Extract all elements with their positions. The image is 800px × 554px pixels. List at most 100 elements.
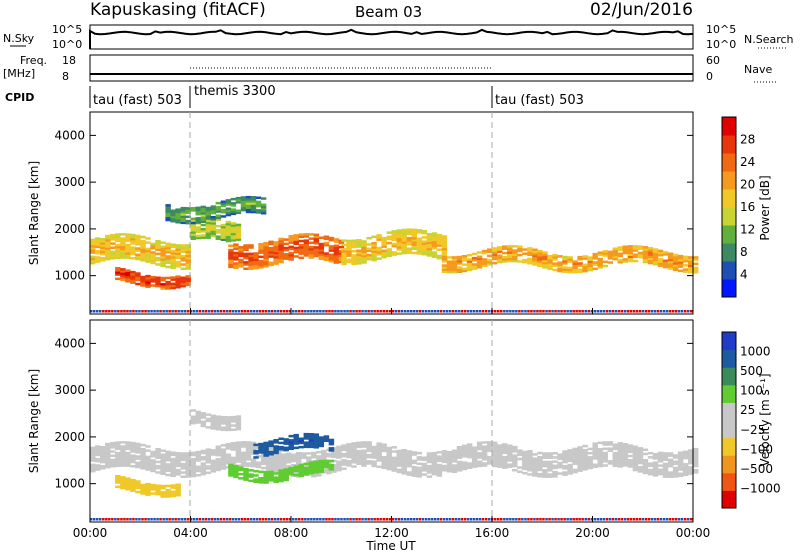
data-cell [190,460,196,463]
data-cell [220,448,227,451]
data-cell [175,263,181,266]
data-cell [140,248,146,251]
data-cell [507,459,513,462]
data-cell [527,518,530,521]
data-cell [155,484,161,487]
data-cell [617,254,624,258]
data-cell [340,518,343,521]
data-cell [293,248,299,252]
data-cell [210,420,217,424]
data-cell [253,474,259,477]
data-cell [150,450,156,454]
data-cell [318,438,325,441]
data-cell [220,204,227,208]
data-cell [125,483,131,487]
data-cell [283,310,286,313]
data-cell [416,248,423,251]
data-cell [230,442,237,445]
data-cell [115,269,121,272]
data-cell [210,228,217,231]
data-cell [557,453,563,456]
data-cell [185,275,191,278]
data-cell [207,518,211,521]
data-cell [283,246,289,250]
data-cell [135,444,141,448]
data-cell [235,415,242,418]
data-cell [572,462,578,465]
data-cell [240,451,247,455]
data-cell [283,440,289,443]
data-cell [659,310,663,313]
data-cell [288,237,294,240]
data-cell [562,255,568,259]
data-cell [125,235,131,238]
data-cell [120,243,126,247]
data-cell [667,254,674,258]
data-cell [682,264,689,267]
data-cell [233,469,239,472]
data-cell [165,473,171,477]
data-cell [587,462,593,465]
data-cell [200,228,207,231]
data-cell [333,255,340,258]
data-cell [120,480,126,483]
data-cell [381,245,387,248]
data-cell [582,269,588,273]
data-cell [386,446,392,450]
data-cell [547,462,553,466]
data-cell [361,248,367,252]
data-cell [195,234,201,238]
data-cell [215,417,222,420]
data-cell [283,253,289,256]
data-cell [642,467,649,470]
data-cell [557,455,563,458]
data-cell [536,518,539,521]
data-cell [125,464,131,467]
data-cell [682,465,689,468]
data-cell [627,450,634,454]
data-cell [356,251,362,255]
data-cell [145,455,151,459]
data-cell [421,518,425,521]
data-cell [160,462,166,465]
data-cell [160,459,166,463]
data-cell [228,263,234,266]
data-cell [321,458,327,461]
data-cell [515,310,518,313]
data-cell [200,420,207,423]
data-cell [424,310,428,313]
data-cell [542,251,548,254]
data-cell [461,463,468,466]
data-cell [130,248,136,251]
colorbar-swatch [722,349,736,368]
data-cell [485,518,488,521]
data-cell [95,447,101,450]
data-cell [240,310,244,313]
data-cell [693,262,699,266]
data-cell [200,412,207,415]
data-cell [341,463,347,466]
xtick-label: 08:00 [274,526,309,540]
data-cell [228,259,234,262]
colorbar-swatch [722,384,736,403]
data-cell [185,458,191,461]
data-cell [130,483,136,486]
data-cell [406,460,413,464]
data-cell [270,467,277,470]
data-cell [466,254,473,257]
data-cell [219,518,223,521]
data-cell [180,263,186,266]
data-cell [220,422,227,425]
data-cell [205,234,212,237]
data-cell [627,461,634,464]
data-cell [210,230,217,233]
data-cell [461,255,468,258]
data-cell [596,310,599,313]
data-cell [542,257,548,261]
data-cell [502,455,508,459]
data-cell [278,248,284,251]
data-cell [263,472,269,476]
data-cell [653,310,657,313]
